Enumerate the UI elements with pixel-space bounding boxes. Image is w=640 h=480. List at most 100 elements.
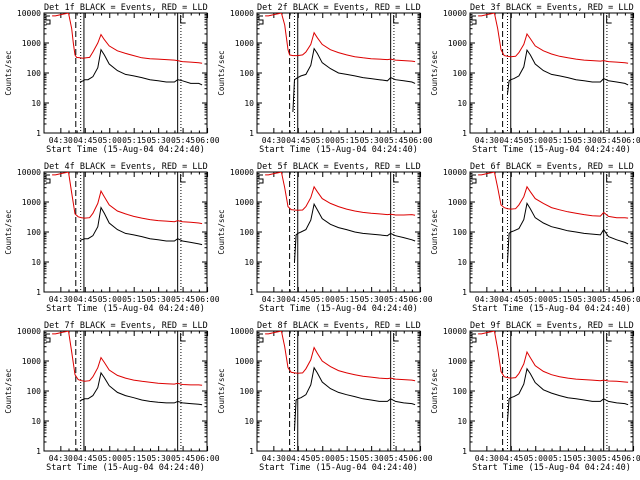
detector-panel: Det 3f BLACK = Events, RED = LLD 1 10 100 10… — [430, 3, 640, 155]
x-tick-label: 04:30 — [262, 454, 286, 463]
y-tick-label: 10 — [457, 258, 467, 267]
plot-frame — [43, 171, 208, 293]
events-series-line — [79, 206, 203, 246]
x-tick-label: 06:00 — [408, 454, 432, 463]
x-tick-label: 04:45 — [286, 454, 310, 463]
y-tick-label: 1000 — [235, 198, 254, 207]
corner-l-mark — [180, 174, 186, 183]
lld-series-line — [265, 172, 416, 216]
y-tick-label: 10 — [31, 258, 41, 267]
x-tick-label: 04:30 — [49, 136, 73, 145]
y-tick-label: 1000 — [22, 198, 41, 207]
y-axis-label: Counts/sec — [217, 50, 226, 95]
detector-panel: Det 6f BLACK = Events, RED = LLD 1 10 100 10… — [430, 162, 640, 314]
panel-title: Det 4f BLACK = Events, RED = LLD — [44, 162, 208, 172]
detector-panel: Det 4f BLACK = Events, RED = LLD 1 10 100 10… — [4, 162, 220, 314]
y-tick-label: 100 — [240, 387, 255, 396]
lld-series-line — [478, 172, 629, 219]
x-tick-label: 05:30 — [147, 295, 171, 304]
x-tick-label: 05:00 — [311, 454, 335, 463]
lld-series-line — [478, 13, 629, 64]
panel-title: Det 1f BLACK = Events, RED = LLD — [44, 3, 208, 13]
x-tick-label: 06:00 — [621, 454, 640, 463]
y-tick-label: 100 — [27, 69, 42, 78]
lld-series-line — [265, 13, 416, 63]
x-tick-label: 05:30 — [147, 136, 171, 145]
y-tick-label: 10000 — [17, 327, 41, 336]
corner-s-mark — [258, 333, 264, 343]
corner-l-mark — [393, 333, 399, 342]
x-axis-label: Start Time (15-Aug-04 04:24:40) — [259, 463, 418, 473]
x-axis-label: Start Time (15-Aug-04 04:24:40) — [259, 304, 418, 314]
y-tick-label: 1000 — [448, 198, 467, 207]
y-tick-label: 10 — [244, 417, 254, 426]
panel-title: Det 3f BLACK = Events, RED = LLD — [470, 3, 634, 13]
events-series-line — [79, 371, 203, 406]
panel-title: Det 9f BLACK = Events, RED = LLD — [470, 321, 634, 331]
x-tick-label: 06:00 — [195, 295, 219, 304]
y-tick-label: 1 — [249, 288, 254, 297]
y-tick-label: 1000 — [22, 357, 41, 366]
x-tick-label: 05:30 — [573, 136, 597, 145]
x-tick-label: 05:45 — [384, 295, 408, 304]
corner-l-mark — [393, 174, 399, 183]
y-tick-label: 100 — [27, 228, 42, 237]
x-tick-label: 05:15 — [122, 295, 146, 304]
y-tick-label: 1 — [462, 129, 467, 138]
y-axis-label: Counts/sec — [430, 209, 439, 254]
x-axis-label: Start Time (15-Aug-04 04:24:40) — [472, 145, 631, 155]
y-tick-label: 1 — [249, 447, 254, 456]
y-tick-label: 1 — [462, 288, 467, 297]
y-tick-label: 10000 — [230, 9, 254, 18]
y-tick-label: 10000 — [443, 9, 467, 18]
y-tick-label: 1 — [462, 447, 467, 456]
events-series-line — [294, 202, 416, 263]
x-tick-label: 05:30 — [360, 136, 384, 145]
events-series-line — [507, 48, 629, 95]
x-tick-label: 05:45 — [597, 454, 621, 463]
y-tick-label: 1000 — [448, 357, 467, 366]
plot-frame — [256, 171, 421, 293]
plot-frame — [469, 12, 634, 134]
x-tick-label: 05:30 — [360, 295, 384, 304]
events-series-line — [79, 48, 203, 86]
y-tick-label: 10 — [31, 99, 41, 108]
y-tick-label: 1000 — [22, 39, 41, 48]
corner-s-mark — [45, 174, 51, 184]
lld-series-line — [478, 331, 629, 383]
x-tick-label: 05:45 — [171, 136, 195, 145]
events-series-line — [507, 202, 629, 263]
y-tick-label: 10 — [244, 99, 254, 108]
y-tick-label: 10000 — [230, 327, 254, 336]
x-tick-label: 05:45 — [384, 454, 408, 463]
y-tick-label: 10000 — [17, 9, 41, 18]
x-tick-label: 04:45 — [73, 136, 97, 145]
x-tick-label: 05:00 — [311, 136, 335, 145]
corner-s-mark — [258, 15, 264, 25]
x-axis-label: Start Time (15-Aug-04 04:24:40) — [46, 463, 205, 473]
x-tick-label: 05:45 — [171, 295, 195, 304]
x-axis-label: Start Time (15-Aug-04 04:24:40) — [472, 463, 631, 473]
corner-l-mark — [180, 333, 186, 342]
plot-frame — [469, 171, 634, 293]
x-tick-label: 05:15 — [335, 454, 359, 463]
x-tick-label: 04:45 — [73, 295, 97, 304]
y-axis-label: Counts/sec — [430, 50, 439, 95]
x-tick-label: 06:00 — [195, 136, 219, 145]
x-tick-label: 04:45 — [499, 295, 523, 304]
y-axis-label: Counts/sec — [4, 368, 13, 413]
y-tick-label: 1000 — [235, 357, 254, 366]
x-tick-label: 04:30 — [262, 136, 286, 145]
y-tick-label: 10000 — [230, 168, 254, 177]
x-tick-label: 05:00 — [524, 454, 548, 463]
x-tick-label: 04:30 — [475, 454, 499, 463]
corner-l-mark — [606, 333, 612, 342]
panel-title: Det 6f BLACK = Events, RED = LLD — [470, 162, 634, 172]
x-tick-label: 04:45 — [286, 136, 310, 145]
x-axis-label: Start Time (15-Aug-04 04:24:40) — [472, 304, 631, 314]
y-tick-label: 100 — [27, 387, 42, 396]
lld-series-line — [52, 172, 203, 225]
x-tick-label: 04:30 — [475, 136, 499, 145]
detector-panel: Det 9f BLACK = Events, RED = LLD 1 10 100 10… — [430, 321, 640, 473]
x-axis-label: Start Time (15-Aug-04 04:24:40) — [46, 304, 205, 314]
